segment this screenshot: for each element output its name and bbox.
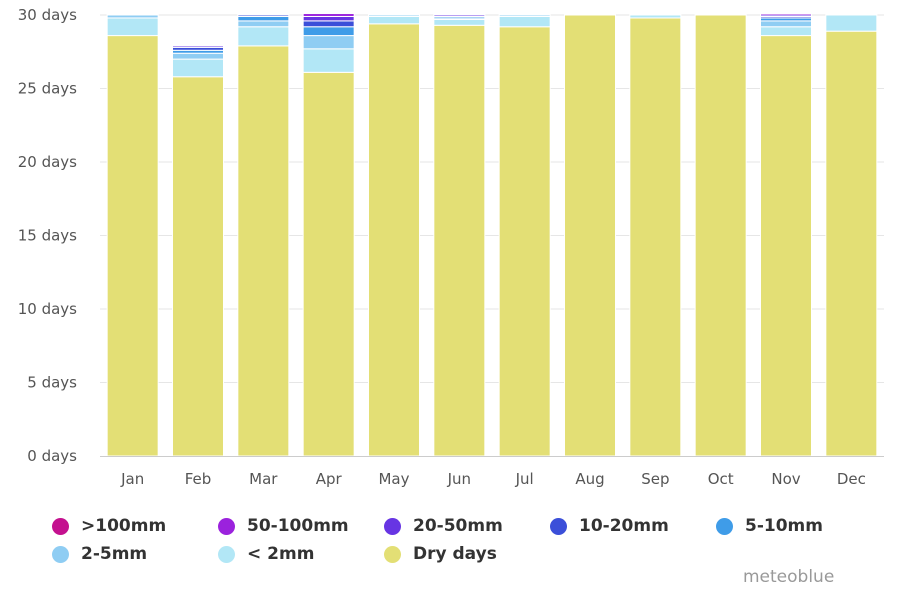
x-tick-label: Sep xyxy=(641,470,669,488)
x-tick-label: Nov xyxy=(771,470,800,488)
bar-segment xyxy=(172,45,224,48)
x-tick-label: Dec xyxy=(837,470,866,488)
bar-segment xyxy=(302,26,355,37)
legend-label: >100mm xyxy=(81,516,167,536)
bar-segment xyxy=(498,15,551,28)
bar-segment xyxy=(237,14,290,17)
axes: 0 days 5 days 10 days 15 days 20 days 25 days… xyxy=(18,6,884,488)
legend-item-20-50mm[interactable]: 20-50mm xyxy=(384,514,503,538)
legend-marker xyxy=(716,517,733,535)
x-tick-label: Jan xyxy=(120,470,144,488)
y-tick-label: 0 days xyxy=(27,447,77,465)
bar-segment xyxy=(760,26,812,37)
y-tick-label: 20 days xyxy=(18,153,77,171)
bar-segment xyxy=(302,13,355,17)
legend-item-gt100mm[interactable]: >100mm xyxy=(52,514,166,538)
bar-stacks xyxy=(106,13,878,457)
legend-marker xyxy=(218,517,235,535)
bar-segment xyxy=(629,14,682,19)
x-tick-label: Jun xyxy=(447,470,471,488)
legend-marker xyxy=(52,545,69,563)
x-tick-label: Aug xyxy=(575,470,604,488)
bar-segment xyxy=(237,20,290,28)
grid-lines xyxy=(100,14,884,383)
legend-label: < 2mm xyxy=(247,544,315,564)
bar-segment xyxy=(694,14,747,457)
bar-segment xyxy=(172,52,224,60)
legend-label: 2-5mm xyxy=(81,544,148,564)
x-tick-label: Feb xyxy=(185,470,212,488)
meteoblue-credit[interactable]: meteoblue xyxy=(743,567,835,587)
bar-segment xyxy=(172,58,224,78)
bar-segment xyxy=(629,17,682,457)
x-tick-label: May xyxy=(378,470,409,488)
bar-segment xyxy=(760,20,812,28)
bar-segment xyxy=(106,14,159,19)
bar-segment xyxy=(302,20,355,28)
bar-segment xyxy=(302,71,355,457)
legend-item-2-5mm[interactable]: 2-5mm xyxy=(52,542,147,566)
y-tick-label: 10 days xyxy=(18,300,77,318)
bar-segment xyxy=(237,26,290,47)
legend-marker xyxy=(218,545,235,563)
bar-segment xyxy=(498,26,551,457)
legend-label: 10-20mm xyxy=(579,516,669,536)
x-tick-label: Oct xyxy=(708,470,734,488)
legend-marker xyxy=(550,517,567,535)
legend-item-5-10mm[interactable]: 5-10mm xyxy=(716,514,823,538)
legend-label: 5-10mm xyxy=(745,516,823,536)
bar-segment xyxy=(498,14,551,17)
bar-segment xyxy=(106,35,159,457)
legend-marker xyxy=(384,545,401,563)
legend-item-dry-days[interactable]: Dry days xyxy=(384,542,497,566)
bar-segment xyxy=(302,48,355,73)
x-tick-label: Jul xyxy=(515,470,534,488)
bar-segment xyxy=(237,45,290,457)
bar-segment xyxy=(237,15,290,22)
bar-segment xyxy=(368,23,420,457)
bar-segment xyxy=(433,14,486,17)
x-tick-label: Apr xyxy=(316,470,343,488)
y-tick-label: 5 days xyxy=(27,374,77,392)
legend-item-lt2mm[interactable]: < 2mm xyxy=(218,542,314,566)
y-tick-label: 30 days xyxy=(18,6,77,24)
bar-segment xyxy=(760,35,812,457)
bar-segment xyxy=(433,24,486,457)
legend-marker xyxy=(384,517,401,535)
bar-segment xyxy=(302,35,355,50)
y-tick-label: 15 days xyxy=(18,227,77,245)
bar-segment xyxy=(564,14,616,457)
bar-segment xyxy=(368,14,420,17)
bar-segment xyxy=(760,13,812,16)
x-tick-label: Mar xyxy=(249,470,278,488)
bar-segment xyxy=(825,30,878,457)
legend-item-10-20mm[interactable]: 10-20mm xyxy=(550,514,669,538)
legend-item-50-100mm[interactable]: 50-100mm xyxy=(218,514,349,538)
legend-label: 50-100mm xyxy=(247,516,349,536)
bar-segment xyxy=(172,76,224,457)
bar-segment xyxy=(368,15,420,25)
bar-segment xyxy=(825,14,878,32)
bar-segment xyxy=(106,17,159,37)
legend-marker xyxy=(52,517,69,535)
legend-label: 20-50mm xyxy=(413,516,503,536)
legend-label: Dry days xyxy=(413,544,497,564)
bar-segment xyxy=(302,15,355,22)
bar-segment xyxy=(433,18,486,26)
y-tick-label: 25 days xyxy=(18,80,77,98)
